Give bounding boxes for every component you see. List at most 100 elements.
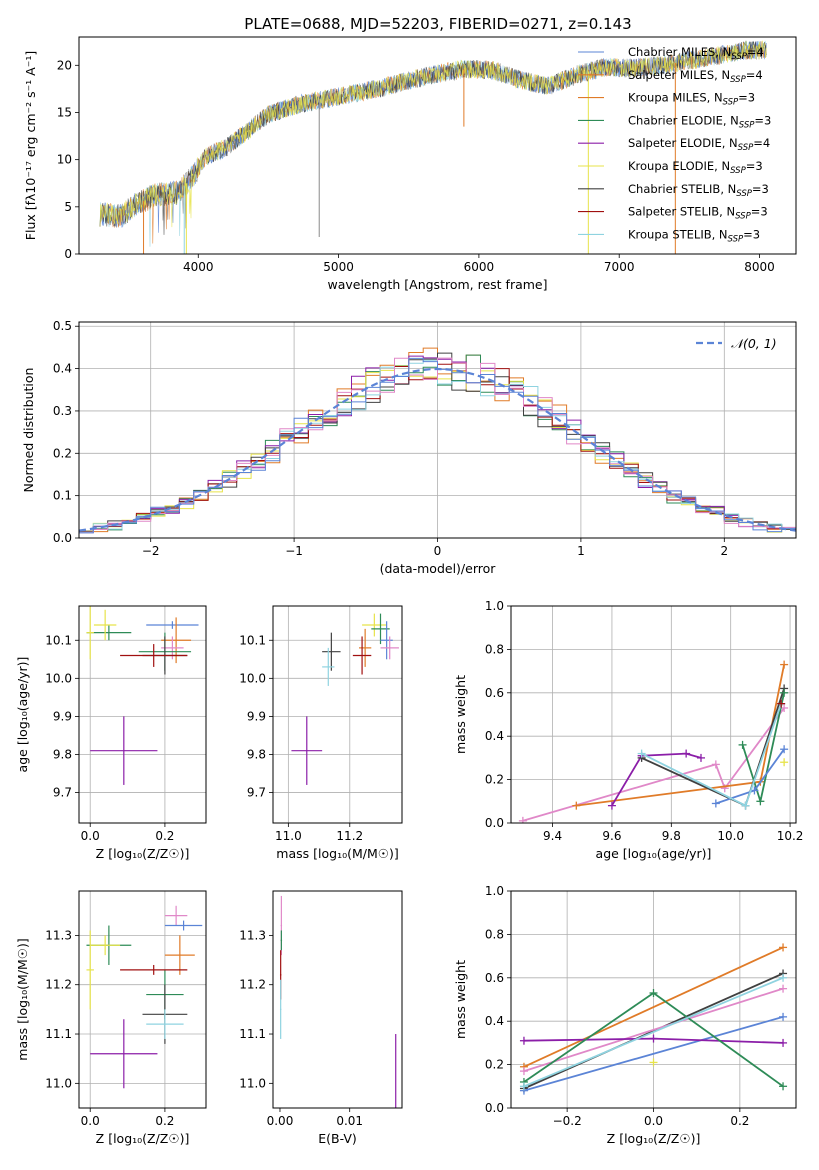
- x-tick-label: −0.2: [553, 1114, 582, 1128]
- legend-label: Kroupa MILES, NSSP=3: [628, 91, 755, 108]
- y-tick-label: 1.0: [485, 599, 504, 613]
- age-vs-metallicity-panel: 0.0 0.2 9.7 9.8 9.9 10.0 10.1 Z [log₁₀(Z/Z☉)] ag…: [15, 605, 207, 861]
- legend-label-value: =3: [746, 159, 763, 173]
- y-tick-label: 9.7: [53, 786, 72, 800]
- legend-label-value: =4: [747, 45, 764, 59]
- y-tick-label: 0.0: [485, 816, 504, 830]
- legend-label-subscript: SSP: [730, 166, 746, 176]
- y-tick-label: 11.1: [239, 1027, 266, 1041]
- y-tick-label: 0.6: [485, 971, 504, 985]
- y-tick-label: 0.4: [53, 362, 72, 376]
- y-tick-label: 0.8: [485, 642, 504, 656]
- legend-label-text: Chabrier STELIB, N: [628, 182, 736, 196]
- legend-label: Salpeter MILES, NSSP=4: [628, 68, 763, 85]
- x-tick-label: 9.4: [543, 829, 562, 843]
- axes-frame: [272, 890, 403, 1109]
- x-axis-label: E(B-V): [318, 1131, 357, 1146]
- y-tick-label: 0.4: [485, 1014, 504, 1028]
- spectrum-line: [99, 40, 767, 235]
- x-tick-label: 0.0: [81, 1114, 100, 1128]
- y-tick-label: 11.0: [45, 1076, 72, 1090]
- legend-label-subscript: SSP: [739, 120, 755, 130]
- legend-label-value: =3: [754, 113, 771, 127]
- plot-area: [79, 347, 796, 534]
- x-tick-label: 0.01: [336, 1114, 363, 1128]
- x-tick-label: 10.0: [717, 829, 744, 843]
- y-tick-label: 9.9: [247, 709, 266, 723]
- weight-line: [523, 946, 784, 1068]
- legend-label-subscript: SSP: [730, 75, 746, 85]
- legend-label-subscript: SSP: [723, 98, 739, 108]
- y-tick-label: 9.7: [247, 786, 266, 800]
- x-tick-label: 4000: [183, 260, 214, 274]
- x-tick-label: 6000: [464, 260, 495, 274]
- mass-vs-metallicity-panel: 0.0 0.2 11.0 11.1 11.2 11.3 Z [log₁₀(Z/Z☉)] mas…: [15, 890, 207, 1146]
- legend-label-text: Kroupa ELODIE, N: [628, 159, 730, 173]
- y-tick-label: 0.0: [53, 531, 72, 545]
- axes-frame: [78, 890, 207, 1109]
- y-axis-label: Flux [fλ10⁻¹⁷ erg cm⁻² s⁻¹ A⁻¹]: [23, 51, 38, 240]
- y-tick-label: 0.2: [53, 446, 72, 460]
- legend-label-text: Salpeter STELIB, N: [628, 205, 735, 219]
- y-axis-label: mass weight: [453, 960, 468, 1039]
- x-axis-label: Z [log₁₀(Z/Z☉)]: [96, 1131, 190, 1146]
- legend-label-value: =4: [746, 68, 763, 82]
- histogram-steps: [79, 357, 796, 534]
- legend-label-value: =3: [751, 205, 768, 219]
- x-tick-label: 9.8: [662, 829, 681, 843]
- x-tick-label: −1: [285, 544, 303, 558]
- y-axis-label: age [log₁₀(age/yr)]: [15, 657, 30, 773]
- weight-line: [523, 987, 784, 1072]
- legend-label: Kroupa STELIB, NSSP=3: [628, 227, 760, 244]
- plot-area: [279, 895, 397, 1108]
- y-tick-label: 10.1: [45, 633, 72, 647]
- x-tick-label: 9.6: [602, 829, 621, 843]
- y-tick-label: 9.8: [53, 747, 72, 761]
- weight-line: [523, 972, 784, 1090]
- legend-label-subscript: SSP: [735, 212, 751, 222]
- y-axis-label: Normed distribution: [21, 368, 36, 493]
- legend-label-text: Kroupa MILES, N: [628, 91, 723, 105]
- legend-label-subscript: SSP: [728, 234, 744, 244]
- y-tick-label: 10: [57, 153, 72, 167]
- legend-label-value: =3: [752, 182, 769, 196]
- y-axis-label: mass [log₁₀(M/M☉)]: [15, 938, 30, 1060]
- x-tick-label: 5000: [323, 260, 354, 274]
- plot-area: [291, 613, 399, 785]
- legend-label-text: Salpeter MILES, N: [628, 68, 730, 82]
- age-vs-mass-panel: 11.0 11.2 9.7 9.8 9.9 10.0 10.1 mass [log₁₀(M/M…: [239, 605, 403, 861]
- plot-area: [519, 943, 788, 1095]
- legend-label-value: =3: [738, 91, 755, 105]
- y-tick-label: 15: [57, 105, 72, 119]
- y-tick-label: 11.2: [239, 978, 266, 992]
- y-tick-label: 0.6: [485, 686, 504, 700]
- x-tick-label: 7000: [604, 260, 635, 274]
- legend-label-subscript: SSP: [738, 143, 754, 153]
- y-tick-label: 11.1: [45, 1027, 72, 1041]
- x-tick-label: 11.0: [275, 829, 302, 843]
- y-tick-label: 9.9: [53, 709, 72, 723]
- y-tick-label: 11.3: [45, 928, 72, 942]
- legend-label: Kroupa ELODIE, NSSP=3: [628, 159, 763, 176]
- residuals-histogram-panel: −2 −1 0 1 2 0.0 0.1 0.2 0.3 0.4 0.5 (data-model)/er…: [21, 319, 797, 576]
- mass-weight-vs-metallicity-panel: −0.2 0.0 0.2 0.0 0.2 0.4 0.6 0.8 1.0 Z [log₁₀(Z/Z…: [453, 884, 797, 1146]
- x-tick-label: 0: [434, 544, 442, 558]
- spectrum-line: [99, 40, 767, 228]
- y-tick-label: 0.1: [53, 489, 72, 503]
- axes-frame: [78, 605, 207, 824]
- legend-label: Chabrier MILES, NSSP=4: [628, 45, 764, 62]
- y-tick-label: 0: [64, 247, 72, 261]
- residuals-legend: 𝒩(0, 1): [696, 336, 777, 351]
- mass-vs-extinction-panel: 0.00 0.01 11.0 11.1 11.2 11.3 E(B-V): [239, 890, 403, 1146]
- weight-line: [611, 752, 702, 807]
- y-tick-label: 0.0: [485, 1101, 504, 1115]
- x-tick-label: 10.2: [777, 829, 804, 843]
- y-tick-label: 10.1: [239, 633, 266, 647]
- x-axis-label: wavelength [Angstrom, rest frame]: [327, 277, 547, 292]
- y-tick-label: 0.4: [485, 729, 504, 743]
- legend-label-text: Chabrier MILES, N: [628, 45, 731, 59]
- x-axis-label: age [log₁₀(age/yr)]: [596, 846, 712, 861]
- legend-label-value: =3: [743, 227, 760, 241]
